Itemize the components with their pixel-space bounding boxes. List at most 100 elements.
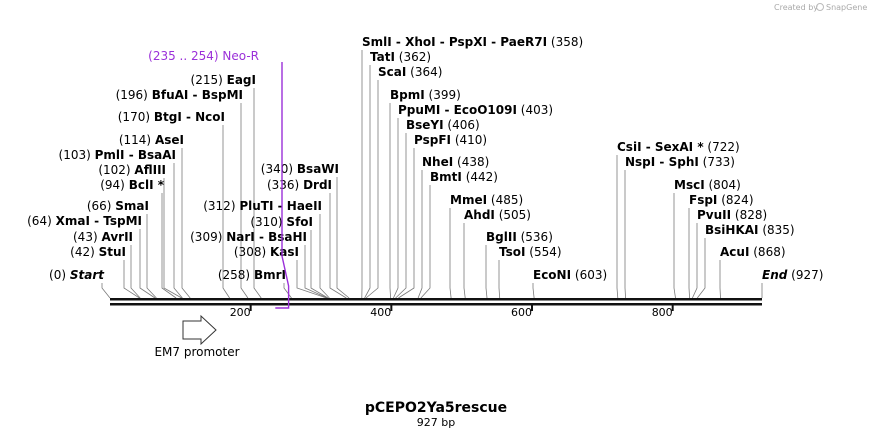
site-label: TsoI (554) [499, 245, 562, 259]
site-label: TatI (362) [370, 50, 431, 64]
site-line [616, 155, 619, 299]
axis-tick-label: 200 [230, 306, 251, 319]
site-line [365, 80, 379, 299]
site-line [364, 65, 371, 299]
site-label: (114) AseI [119, 133, 184, 147]
site-label: PspFI (410) [414, 133, 487, 147]
site-label: MmeI (485) [450, 193, 523, 207]
backbone-top-strand [110, 298, 762, 301]
backbone-bottom-strand [110, 303, 762, 306]
site-line [395, 133, 407, 299]
plasmid-name: pCEPO2Ya5rescue [365, 400, 507, 416]
site-label: (103) PmlI - BsaAI [59, 148, 176, 162]
site-label: SmlI - XhoI - PspXI - PaeR7I (358) [362, 35, 583, 49]
site-label: (42) StuI [70, 245, 126, 259]
site-line [420, 185, 431, 299]
site-line [101, 283, 111, 299]
site-label: PvuII (828) [697, 208, 767, 222]
site-line [319, 214, 330, 299]
site-label: (258) BmrI [218, 268, 286, 282]
site-label: MscI (804) [674, 178, 741, 192]
site-line [417, 170, 423, 299]
site-line [310, 230, 329, 299]
site-label: (102) AflIII [98, 163, 166, 177]
snapgene-logo-icon [816, 3, 824, 11]
site-label: BsiHKAI (835) [705, 223, 795, 237]
site-line [130, 245, 141, 299]
site-label: (308) KasI [234, 245, 299, 259]
site-label: (94) BclI * [100, 178, 164, 192]
site-line [253, 88, 262, 299]
site-label: BmtI (442) [430, 170, 498, 184]
site-line [296, 260, 327, 299]
site-label: (310) SfoI [250, 215, 313, 229]
feature-layer: (235 .. 254) Neo-R [148, 49, 290, 309]
site-label: AcuI (868) [720, 245, 786, 259]
axis-layer: 200 400 600 800 [230, 305, 674, 319]
sequence-backbone [110, 298, 762, 306]
site-label: CsiI - SexAI * (722) [617, 140, 740, 154]
site-label: (340) BsaWI [261, 162, 339, 176]
site-line [329, 193, 347, 299]
site-line [222, 125, 230, 299]
site-line [163, 178, 182, 299]
site-line [146, 214, 157, 299]
site-line [719, 260, 721, 299]
site-line [181, 148, 191, 299]
site-label: (0) Start [49, 268, 105, 282]
axis-tick [249, 305, 252, 311]
site-line [692, 223, 698, 299]
site-labels: (0) Start (42) StuI(43) AvrII (64) XmaI - … [27, 35, 823, 282]
axis-tick [671, 305, 674, 311]
site-line [673, 193, 676, 299]
em7-promoter-arrow-icon [182, 314, 217, 346]
site-label: ScaI (364) [378, 65, 442, 79]
site-label: (336) DrdI [267, 178, 332, 192]
created-by-text: Created by [774, 3, 818, 12]
site-label: (64) XmaI - TspMI [27, 214, 142, 228]
site-line [532, 283, 535, 299]
site-label: (309) NarI - BsaHI [190, 230, 307, 244]
snapgene-brand-text: SnapGene [826, 3, 867, 12]
site-line [449, 208, 452, 299]
site-line [139, 229, 156, 299]
site-label: (196) BfuAI - BspMI [116, 88, 243, 102]
neo-r-feature-line [275, 62, 290, 309]
site-label: PpuMI - EcoO109I (403) [398, 103, 553, 117]
promoter-layer: EM7 promoter [154, 314, 240, 359]
neo-r-feature-label: (235 .. 254) Neo-R [148, 49, 259, 63]
axis-tick-label: 600 [511, 306, 532, 319]
site-line [485, 245, 488, 299]
site-label: (215) EagI [191, 73, 256, 87]
site-line [240, 103, 249, 299]
site-label: (170) BtgI - NcoI [118, 110, 225, 124]
site-line [696, 238, 706, 299]
axis-tick [531, 305, 534, 311]
axis-tick-label: 400 [370, 306, 391, 319]
site-label: EcoNI (603) [533, 268, 607, 282]
site-label: AhdI (505) [464, 208, 531, 222]
site-label: (43) AvrII [73, 230, 133, 244]
site-label: BglII (536) [486, 230, 553, 244]
site-line [463, 223, 466, 299]
site-line [173, 163, 183, 299]
site-label: BseYI (406) [406, 118, 480, 132]
site-line [123, 260, 140, 299]
site-lines [101, 50, 763, 299]
site-line [336, 177, 350, 299]
site-label: NspI - SphI (733) [625, 155, 735, 169]
axis-tick-label: 800 [652, 306, 673, 319]
site-line [624, 170, 626, 299]
site-line [389, 103, 391, 299]
site-line [393, 118, 399, 299]
em7-promoter-label: EM7 promoter [154, 345, 239, 359]
site-line [161, 193, 177, 299]
site-label: NheI (438) [422, 155, 489, 169]
site-label: FspI (824) [689, 193, 754, 207]
site-line [688, 208, 690, 299]
site-label: (66) SmaI [87, 199, 149, 213]
site-label: End (927) [762, 268, 823, 282]
site-line [304, 245, 328, 299]
site-label: BpmI (399) [390, 88, 461, 102]
